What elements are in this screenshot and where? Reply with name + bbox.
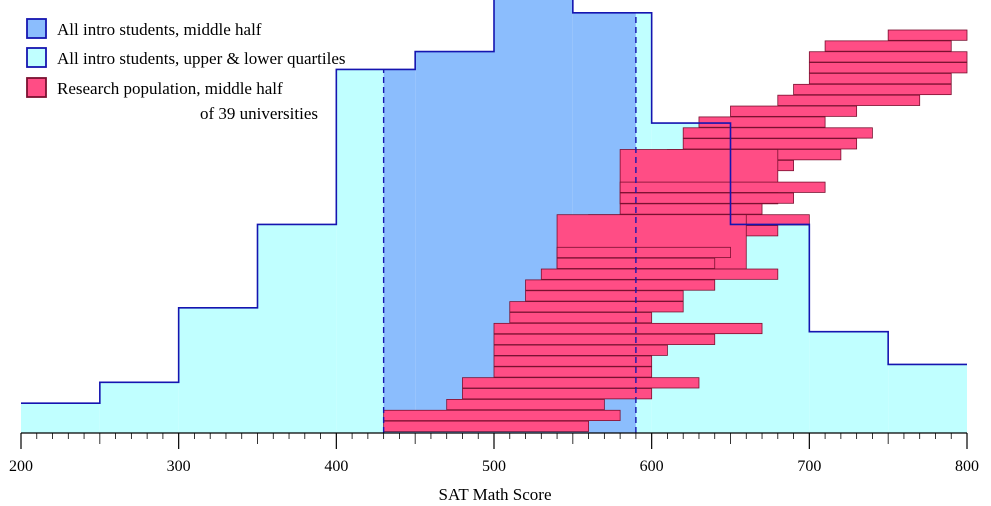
x-tick-label: 200 bbox=[9, 458, 33, 475]
research-university-bar bbox=[509, 301, 684, 313]
research-university-bar bbox=[682, 138, 858, 150]
histogram-bin-middle-half bbox=[383, 69, 416, 433]
research-university-bar bbox=[493, 322, 763, 335]
research-university-bar bbox=[383, 420, 589, 432]
histogram-bin-quartile bbox=[336, 69, 384, 433]
research-university-bar bbox=[525, 279, 716, 291]
legend-swatch-1 bbox=[26, 18, 47, 39]
distribution-outline-layer bbox=[21, 0, 967, 433]
histogram-bin-middle-half bbox=[415, 51, 494, 434]
research-university-bar bbox=[493, 333, 716, 345]
x-tick-label: 300 bbox=[167, 458, 191, 475]
research-university-bar bbox=[730, 105, 858, 117]
histogram-bin-quartile bbox=[21, 403, 100, 433]
research-university-bar bbox=[777, 94, 921, 106]
research-bars-layer bbox=[383, 29, 968, 432]
x-tick-label: 700 bbox=[797, 458, 821, 475]
research-university-bar bbox=[619, 192, 794, 204]
x-tick-label: 600 bbox=[640, 458, 664, 475]
research-university-bar bbox=[525, 290, 684, 302]
histogram-bin-quartile bbox=[257, 224, 337, 433]
histogram-bin-quartile bbox=[178, 307, 258, 433]
x-tick-label: 400 bbox=[324, 458, 348, 475]
research-university-bar bbox=[493, 355, 653, 367]
research-university-bar bbox=[808, 73, 952, 85]
x-tick-label: 800 bbox=[955, 458, 979, 475]
research-university-bar bbox=[556, 246, 731, 259]
histogram-bin-quartile bbox=[99, 382, 179, 433]
histogram-bin-quartile bbox=[809, 331, 889, 433]
research-university-bar bbox=[619, 181, 826, 193]
research-university-bar bbox=[540, 268, 779, 280]
research-university-bar bbox=[808, 62, 968, 74]
research-university-bar bbox=[383, 409, 621, 421]
legend-swatch-3 bbox=[26, 77, 47, 98]
research-university-bar bbox=[462, 388, 653, 400]
legend-label-3-line2: of 39 universities bbox=[200, 104, 318, 123]
research-university-bar bbox=[698, 116, 826, 128]
x-axis-label: SAT Math Score bbox=[438, 485, 551, 504]
research-university-bar bbox=[462, 377, 700, 389]
x-axis: 200 300 400 500 600 700 800 bbox=[9, 432, 979, 475]
legend-label-2: All intro students, upper & lower quarti… bbox=[57, 49, 345, 68]
research-university-bar bbox=[619, 203, 763, 215]
histogram-outline bbox=[21, 0, 967, 404]
research-university-bar bbox=[682, 127, 873, 139]
histogram-bin-quartile bbox=[888, 364, 967, 433]
research-university-bar bbox=[493, 366, 653, 378]
legend-label-3: Research population, middle half bbox=[57, 79, 283, 98]
research-university-bar bbox=[887, 29, 968, 41]
research-university-bar bbox=[509, 312, 653, 324]
research-university-bar bbox=[824, 40, 952, 52]
research-university-bar bbox=[446, 399, 605, 411]
research-university-bar bbox=[493, 344, 668, 356]
research-university-bar bbox=[793, 83, 952, 96]
legend: All intro students, middle half All intro… bbox=[26, 18, 345, 123]
legend-label-1: All intro students, middle half bbox=[57, 20, 262, 39]
research-university-bar bbox=[808, 51, 968, 63]
legend-swatch-2 bbox=[26, 47, 47, 68]
x-tick-label: 500 bbox=[482, 458, 506, 475]
